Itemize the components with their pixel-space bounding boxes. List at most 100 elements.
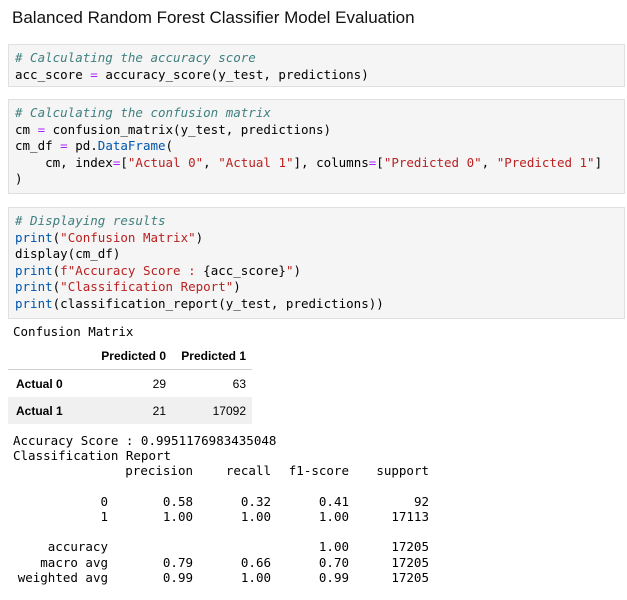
report-cell: 0.66 (240, 554, 271, 570)
report-row: accuracy 1.00 17205 (13, 539, 429, 554)
report-cell: 1.00 (318, 539, 349, 555)
code-token: print (15, 262, 53, 278)
table-cell: 29 (152, 376, 166, 391)
code-token: print (15, 279, 53, 294)
report-cell: f1-score (288, 463, 349, 478)
code-token: "Actual 1" (218, 154, 294, 170)
code-token: ( (52, 262, 61, 278)
code-line: print("Classification Report") (15, 279, 624, 296)
report-cell: 17113 (391, 508, 429, 524)
code-token: "Predicted 0" (383, 154, 482, 170)
report-row (13, 524, 429, 539)
code-token: pd (67, 138, 91, 153)
code-token: ( (52, 229, 61, 245)
code-token: ( (165, 138, 174, 153)
table-index-header (8, 342, 92, 370)
code-token: print (15, 295, 53, 311)
report-cell: 0.70 (318, 554, 349, 570)
report-cell: 17205 (391, 554, 429, 570)
code-line: cm = confusion_matrix(y_test, prediction… (15, 122, 624, 139)
table-cell: 17092 (212, 403, 246, 418)
report-cell: precision (125, 463, 193, 478)
column-header: Predicted 1 (181, 348, 246, 363)
report-cell: 17205 (391, 539, 429, 555)
report-row: precision recall f1-score support (13, 463, 429, 478)
code-token: confusion_matrix(y_test, predictions) (45, 121, 332, 137)
code-token: print (15, 229, 53, 245)
classification-report: precision recall f1-score support 0 0.58 0.32 0… (13, 463, 429, 585)
report-cell: 1.00 (240, 508, 271, 524)
report-row: weighted avg 0.99 1.00 0.99 17205 (13, 570, 429, 585)
report-cell: 92 (413, 493, 429, 509)
code-token: f"Accuracy Score : (60, 262, 204, 278)
table-row: Actual 1 21 17092 (8, 397, 252, 424)
code-cell-accuracy[interactable]: # Calculating the accuracy score acc_scor… (8, 44, 625, 87)
report-cell: accuracy (47, 539, 108, 555)
report-cell: recall (225, 463, 271, 478)
code-token: [ (376, 154, 384, 170)
report-row (13, 478, 429, 493)
table-cell: 21 (152, 403, 166, 418)
code-token: ) (15, 171, 23, 186)
code-line: # Displaying results (15, 213, 624, 230)
code-token: "Classification Report" (60, 279, 234, 294)
code-line: print(classification_report(y_test, pred… (15, 296, 624, 313)
code-token: ] (594, 154, 603, 170)
report-cell: 1 (100, 508, 108, 524)
code-line: cm_df = pd.DataFrame( (15, 138, 624, 155)
code-token: ], columns (293, 154, 369, 170)
code-token: = (112, 154, 121, 170)
report-cell: macro avg (40, 554, 108, 570)
code-cell-display-results[interactable]: # Displaying results print("Confusion Mat… (8, 207, 625, 319)
confusion-matrix-table: Predicted 0 Predicted 1 Actual 0 29 63 A… (8, 342, 252, 424)
code-line: # Calculating the confusion matrix (15, 105, 624, 122)
report-cell: 0.41 (318, 493, 349, 509)
code-line: acc_score = accuracy_score(y_test, predi… (15, 67, 624, 84)
code-token: cm, index (15, 154, 113, 170)
code-line: display(cm_df) (15, 246, 624, 263)
report-cell: 0.99 (318, 570, 349, 586)
code-token: acc_score (15, 66, 91, 82)
code-token: "Actual 0" (127, 154, 204, 170)
code-line: print(f"Accuracy Score : {acc_score}") (15, 263, 624, 280)
report-cell: 0 (100, 493, 108, 509)
code-token: . (90, 138, 98, 153)
code-cell-confusion-matrix[interactable]: # Calculating the confusion matrix cm = c… (8, 99, 625, 194)
code-token: cm_df (15, 138, 61, 153)
report-cell: weighted avg (17, 570, 108, 586)
report-row: 0 0.58 0.32 0.41 92 (13, 494, 429, 509)
code-token: ) (293, 262, 302, 278)
code-token: = (368, 154, 377, 170)
code-token: = (60, 138, 68, 153)
code-line: # Calculating the accuracy score (15, 50, 624, 67)
report-cell: 17205 (391, 570, 429, 586)
code-token: "Predicted 1" (496, 154, 595, 170)
code-token: # Displaying results (15, 213, 166, 228)
row-index: Actual 0 (16, 376, 63, 391)
report-cell: 0.58 (162, 493, 193, 509)
code-token: ) (195, 229, 204, 245)
code-token: (classification_report(y_test, predictio… (52, 295, 384, 311)
code-line: cm, index=["Actual 0", "Actual 1"], colu… (15, 155, 624, 172)
table-row: Actual 0 29 63 (8, 370, 252, 398)
code-token: # Calculating the accuracy score (15, 50, 256, 65)
report-cell: 1.00 (318, 508, 349, 524)
report-row: 1 1.00 1.00 1.00 17113 (13, 509, 429, 524)
row-index: Actual 1 (16, 403, 63, 418)
code-token: = (37, 121, 46, 137)
report-cell: 0.99 (162, 570, 193, 586)
code-token: cm (15, 121, 38, 137)
report-cell: 1.00 (240, 570, 271, 586)
code-token: accuracy_score(y_test, predictions) (97, 66, 369, 82)
code-token: "Confusion Matrix" (60, 229, 196, 245)
table-header-row: Predicted 0 Predicted 1 (8, 342, 252, 370)
report-cell: 1.00 (162, 508, 193, 524)
code-token: # Calculating the confusion matrix (15, 105, 271, 120)
code-token: = (90, 66, 98, 82)
code-token: , (203, 154, 219, 170)
code-token: [ (120, 154, 128, 170)
report-cell: 0.32 (240, 493, 271, 509)
code-token: {acc_score} (203, 262, 286, 278)
code-line: print("Confusion Matrix") (15, 230, 624, 247)
output-report-label: Classification Report (13, 448, 172, 463)
